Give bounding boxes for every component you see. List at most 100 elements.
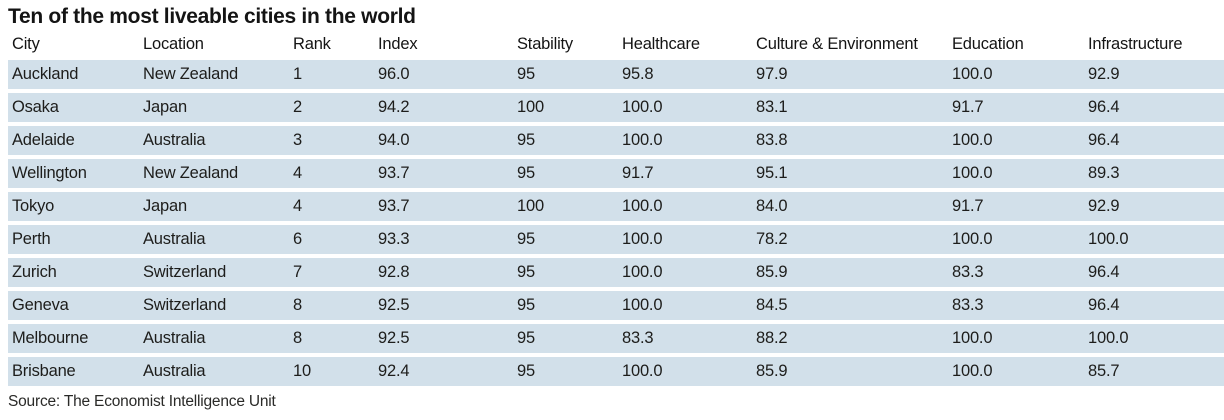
table-cell: 94.2: [374, 93, 513, 122]
table-cell: 100.0: [948, 126, 1084, 155]
table-cell: 100.0: [618, 258, 752, 287]
table-cell: 97.9: [752, 60, 948, 89]
table-cell: Australia: [139, 324, 289, 353]
table-cell: 6: [289, 225, 374, 254]
table-cell: 95: [513, 126, 618, 155]
table-cell: 100.0: [618, 192, 752, 221]
header-row: City Location Rank Index Stability Healthcare…: [8, 34, 1224, 56]
table-row: Melbourne Australia 8 92.5 95 83.3 88.2 100.0 10…: [8, 324, 1224, 353]
table-cell: Tokyo: [8, 192, 139, 221]
table-row: Adelaide Australia 3 94.0 95 100.0 83.8 100.0 96…: [8, 126, 1224, 155]
table-cell: 100.0: [618, 357, 752, 386]
table-cell: 85.7: [1084, 357, 1224, 386]
table-cell: Japan: [139, 192, 289, 221]
table-cell: 83.8: [752, 126, 948, 155]
table-cell: 95.1: [752, 159, 948, 188]
table-cell: 93.7: [374, 159, 513, 188]
table-cell: 96.0: [374, 60, 513, 89]
table-cell: New Zealand: [139, 159, 289, 188]
table-cell: 92.9: [1084, 60, 1224, 89]
table-cell: 100.0: [948, 60, 1084, 89]
table-row: Geneva Switzerland 8 92.5 95 100.0 84.5 83.3 96.…: [8, 291, 1224, 320]
table-cell: 91.7: [618, 159, 752, 188]
page-title: Ten of the most liveable cities in the w…: [8, 5, 416, 28]
table-cell: 78.2: [752, 225, 948, 254]
table-row: Osaka Japan 2 94.2 100 100.0 83.1 91.7 96.4: [8, 93, 1224, 122]
table-cell: Australia: [139, 126, 289, 155]
table-cell: Australia: [139, 225, 289, 254]
table-cell: Adelaide: [8, 126, 139, 155]
table-row: Brisbane Australia 10 92.4 95 100.0 85.9 100.0 8…: [8, 357, 1224, 386]
table-cell: 100.0: [618, 225, 752, 254]
table-row: Zurich Switzerland 7 92.8 95 100.0 85.9 83.3 96.…: [8, 258, 1224, 287]
table-cell: 100.0: [1084, 324, 1224, 353]
table-cell: 100.0: [1084, 225, 1224, 254]
table-cell: 10: [289, 357, 374, 386]
table-row: Tokyo Japan 4 93.7 100 100.0 84.0 91.7 92.9: [8, 192, 1224, 221]
table-cell: 1: [289, 60, 374, 89]
table-cell: 100.0: [618, 126, 752, 155]
column-header: Stability: [517, 35, 573, 53]
table-cell: Melbourne: [8, 324, 139, 353]
table-cell: 100.0: [948, 159, 1084, 188]
table-cell: 96.4: [1084, 258, 1224, 287]
table-cell: Auckland: [8, 60, 139, 89]
table-cell: 94.0: [374, 126, 513, 155]
table-cell: 95: [513, 291, 618, 320]
column-header: Index: [378, 35, 418, 53]
table-cell: 3: [289, 126, 374, 155]
table-cell: Osaka: [8, 93, 139, 122]
table-cell: 8: [289, 324, 374, 353]
table-cell: 83.3: [948, 258, 1084, 287]
table-cell: 95: [513, 225, 618, 254]
table-cell: 100.0: [618, 93, 752, 122]
table-cell: Australia: [139, 357, 289, 386]
table-row: Perth Australia 6 93.3 95 100.0 78.2 100.0 100.0: [8, 225, 1224, 254]
table-cell: 95: [513, 357, 618, 386]
table-cell: Perth: [8, 225, 139, 254]
table-cell: 8: [289, 291, 374, 320]
table-cell: 95: [513, 324, 618, 353]
table-cell: 92.8: [374, 258, 513, 287]
source-note: Source: The Economist Intelligence Unit: [8, 393, 276, 410]
table-cell: 92.5: [374, 291, 513, 320]
table-cell: 100: [513, 93, 618, 122]
table-cell: 95: [513, 159, 618, 188]
table-cell: Switzerland: [139, 258, 289, 287]
table-cell: 93.3: [374, 225, 513, 254]
column-header: Culture & Environment: [756, 35, 918, 53]
table-cell: 96.4: [1084, 126, 1224, 155]
table-cell: 4: [289, 192, 374, 221]
table-cell: Wellington: [8, 159, 139, 188]
table-cell: 92.5: [374, 324, 513, 353]
table-cell: 85.9: [752, 357, 948, 386]
table-cell: 96.4: [1084, 291, 1224, 320]
column-header: Education: [952, 35, 1024, 53]
table-cell: 93.7: [374, 192, 513, 221]
column-header: Infrastructure: [1088, 35, 1183, 53]
table-cell: 91.7: [948, 192, 1084, 221]
table-cell: 84.0: [752, 192, 948, 221]
liveability-table: City Location Rank Index Stability Healthcare…: [8, 30, 1224, 390]
table-cell: 96.4: [1084, 93, 1224, 122]
table-cell: Zurich: [8, 258, 139, 287]
table-row: Auckland New Zealand 1 96.0 95 95.8 97.9 100.0 9…: [8, 60, 1224, 89]
table-cell: 91.7: [948, 93, 1084, 122]
table-cell: 83.3: [618, 324, 752, 353]
table-cell: 92.9: [1084, 192, 1224, 221]
column-header: Healthcare: [622, 35, 700, 53]
table-cell: 92.4: [374, 357, 513, 386]
column-header: Rank: [293, 35, 331, 53]
table-cell: 84.5: [752, 291, 948, 320]
column-header: Location: [143, 35, 204, 53]
table-body: Auckland New Zealand 1 96.0 95 95.8 97.9 100.0 9…: [8, 60, 1224, 386]
table-cell: Switzerland: [139, 291, 289, 320]
table-cell: 95: [513, 60, 618, 89]
table-cell: 100.0: [948, 225, 1084, 254]
table-row: Wellington New Zealand 4 93.7 95 91.7 95.1 100.…: [8, 159, 1224, 188]
table-cell: Japan: [139, 93, 289, 122]
table-cell: Geneva: [8, 291, 139, 320]
table-cell: 7: [289, 258, 374, 287]
table-cell: 89.3: [1084, 159, 1224, 188]
